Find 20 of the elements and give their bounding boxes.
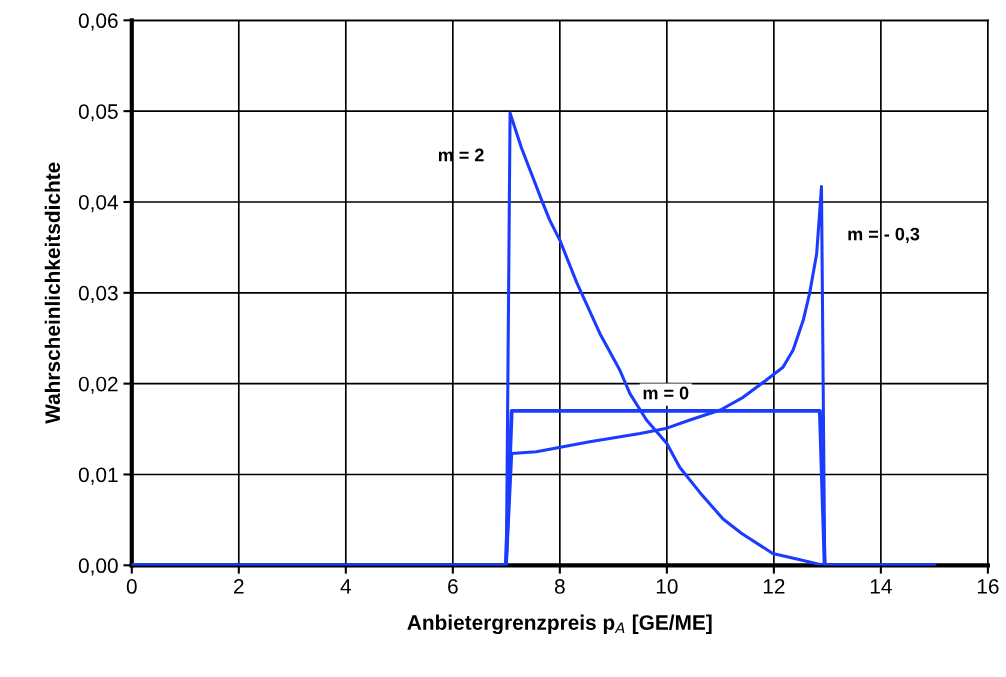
y-tick-label: 0,06 <box>78 13 118 31</box>
y-axis-title: Wahrscheinlichkeitsdichte <box>44 162 61 424</box>
y-tick-label: 0,02 <box>78 376 118 394</box>
x-axis-title: Anbietergrenzpreis p$_{A}$ [GE/ME] <box>407 614 712 635</box>
x-tick-label: 8 <box>554 579 565 594</box>
series-label: m = 0 <box>643 386 689 400</box>
x-tick-label: 16 <box>977 579 999 594</box>
x-tick-label: 14 <box>870 579 892 594</box>
x-tick-label: 6 <box>448 579 458 594</box>
y-tick-label: 0,00 <box>78 558 118 576</box>
y-tick-label: 0,04 <box>78 194 118 213</box>
x-tick-label: 0 <box>126 579 137 594</box>
y-tick-label: 0,01 <box>78 467 118 485</box>
x-tick-label: 4 <box>340 579 351 594</box>
x-tick-label: 10 <box>656 579 678 594</box>
y-tick-label: 0,05 <box>78 104 118 122</box>
x-tick-label: 2 <box>234 579 244 594</box>
series-label: m = - 0,3 <box>848 227 920 244</box>
x-tick-label: 12 <box>763 579 785 594</box>
y-tick-label: 0,03 <box>78 285 118 304</box>
